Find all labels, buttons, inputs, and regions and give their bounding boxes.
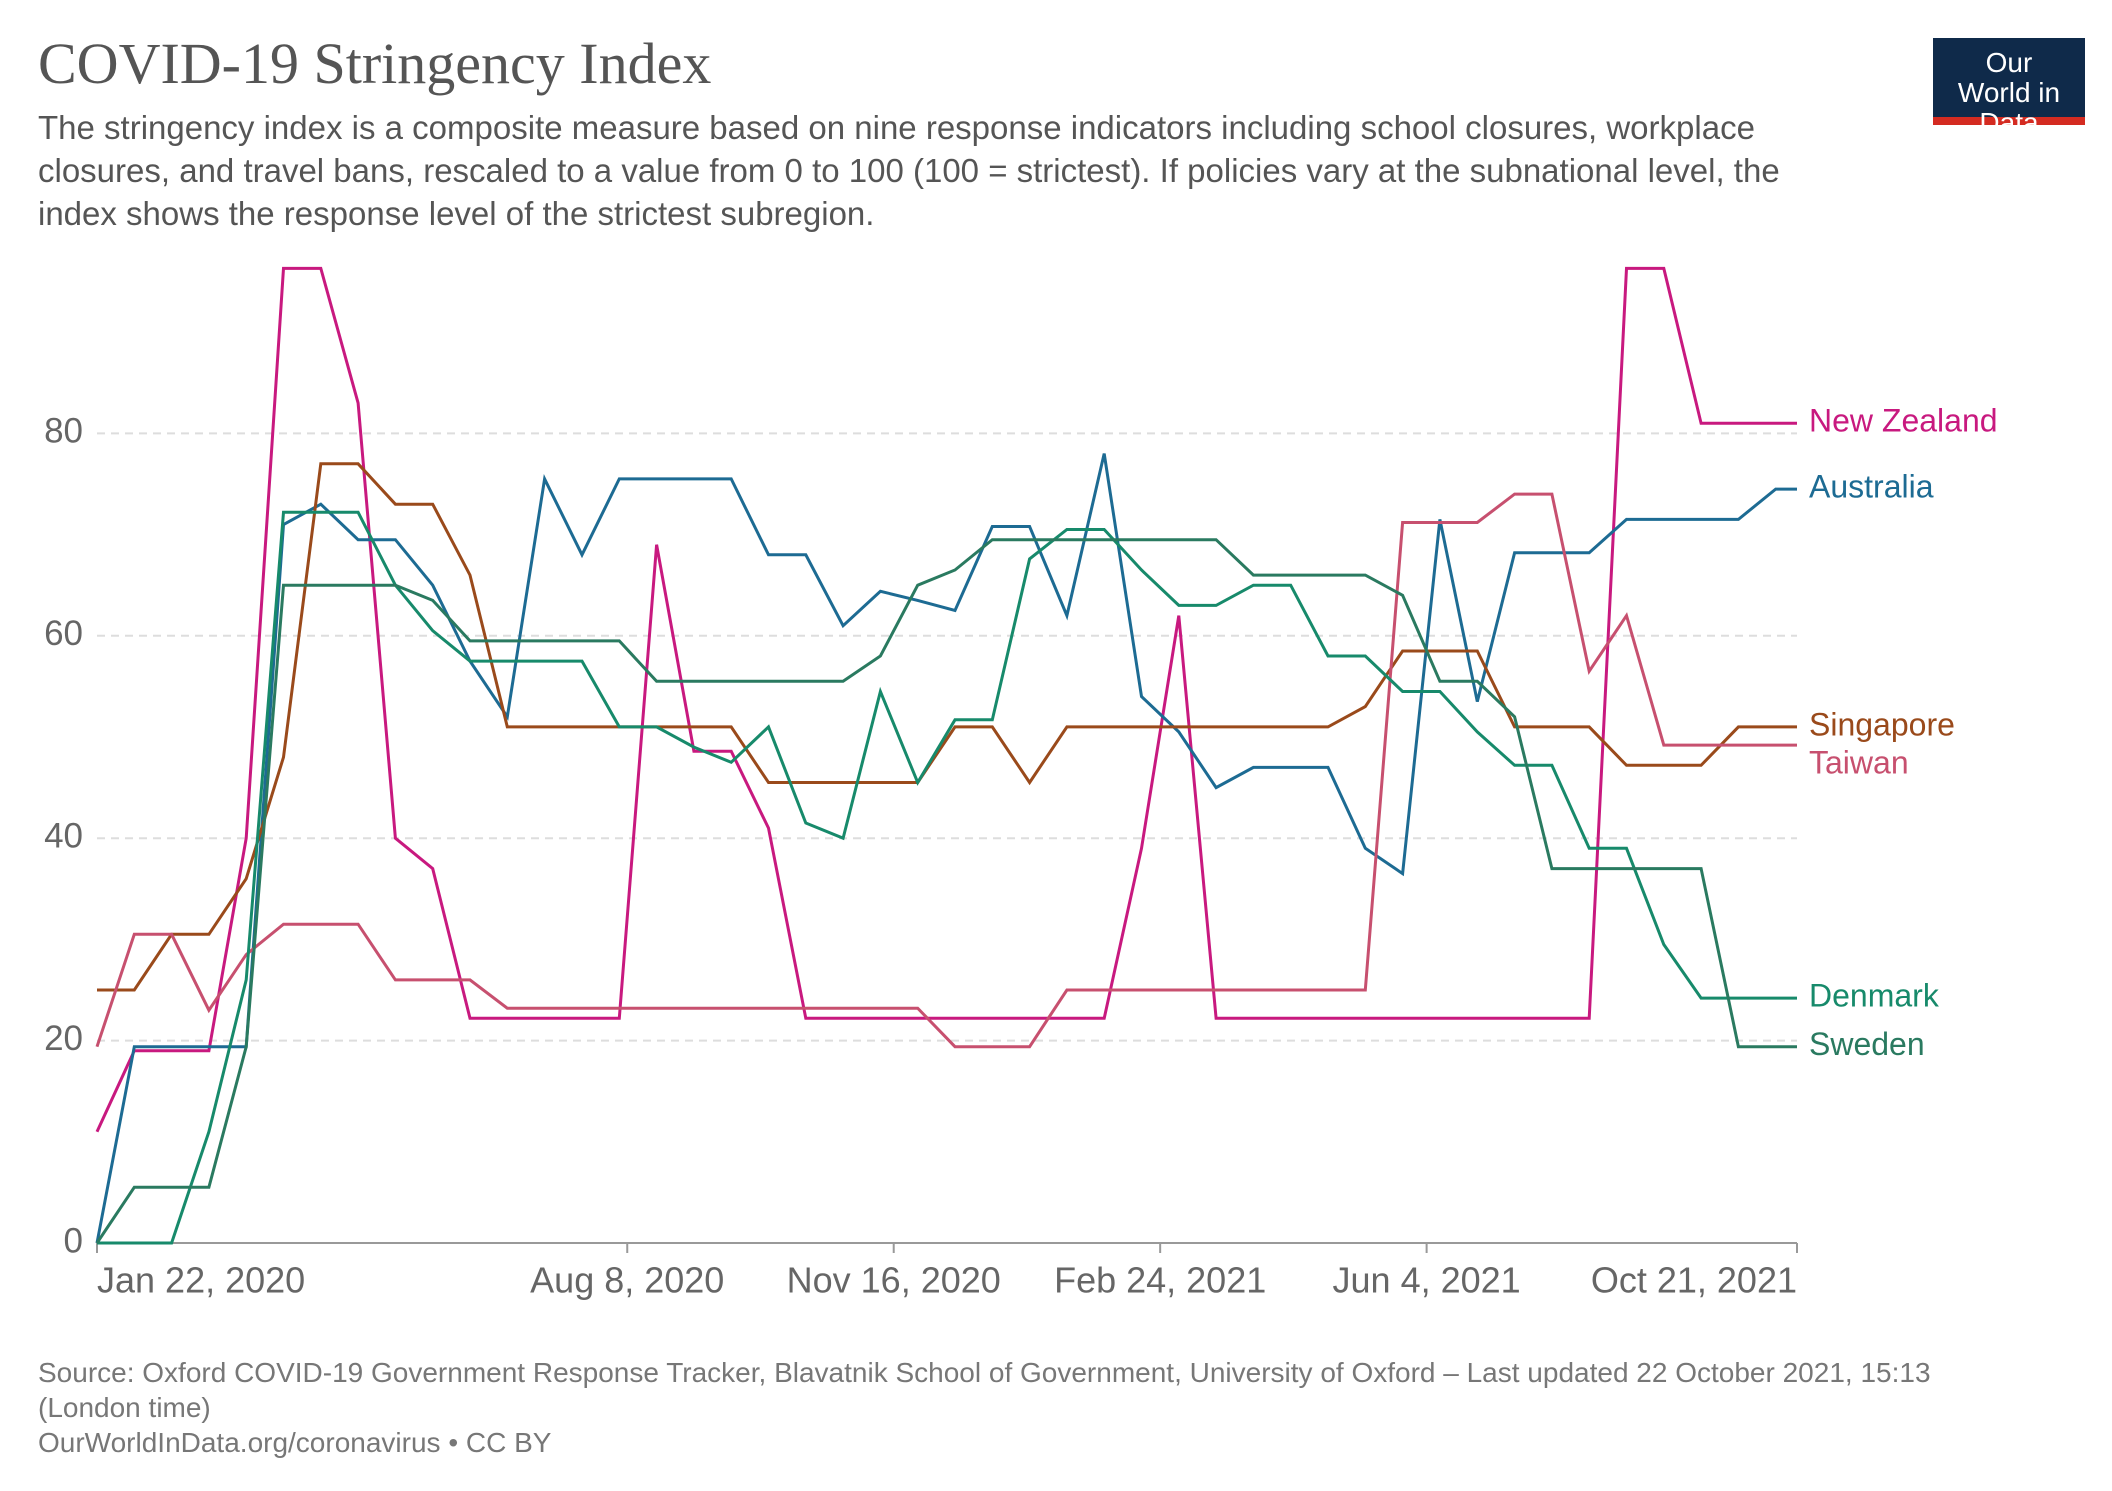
legend-label: New Zealand xyxy=(1809,403,1998,439)
x-tick-label: Feb 24, 2021 xyxy=(1054,1260,1266,1301)
chart-subtitle: The stringency index is a composite meas… xyxy=(38,109,1780,232)
legend-label: Singapore xyxy=(1809,706,1955,742)
legend-label: Sweden xyxy=(1809,1026,1925,1062)
series-line xyxy=(95,266,1797,1133)
logo[interactable]: Our World in Data xyxy=(1933,38,2085,138)
legend-label: Australia xyxy=(1809,469,1934,505)
credit[interactable]: OurWorldInData.org/coronavirus • CC BY xyxy=(38,1427,552,1458)
x-tick-label: Nov 16, 2020 xyxy=(787,1260,1001,1301)
chart-title: COVID-19 Stringency Index xyxy=(38,31,712,96)
y-tick-label: 60 xyxy=(44,614,83,653)
y-tick-label: 0 xyxy=(64,1221,83,1260)
legend-label: Denmark xyxy=(1809,978,1940,1014)
y-tick-label: 20 xyxy=(44,1019,83,1058)
legend-label: Taiwan xyxy=(1809,744,1909,780)
x-tick-label: Oct 21, 2021 xyxy=(1591,1260,1797,1301)
logo-text[interactable]: Our World in Data xyxy=(1957,47,2061,138)
series-line xyxy=(95,492,1797,1049)
x-tick-label: Jun 4, 2021 xyxy=(1333,1260,1521,1301)
x-tick-label: Jan 22, 2020 xyxy=(97,1260,305,1301)
y-tick-label: 40 xyxy=(44,816,83,855)
source-note: Source: Oxford COVID-19 Government Respo… xyxy=(38,1357,1931,1423)
series-line xyxy=(97,510,1797,1245)
y-tick-label: 80 xyxy=(44,412,83,451)
x-tick-label: Aug 8, 2020 xyxy=(530,1260,724,1301)
chart: 0 20 40 60 80 Jan 22, 2020 Aug 8, 2020 Nov 16, … xyxy=(44,266,1998,1301)
series-line xyxy=(97,462,1797,992)
series-line xyxy=(95,453,1797,1244)
series-line xyxy=(95,538,1797,1244)
